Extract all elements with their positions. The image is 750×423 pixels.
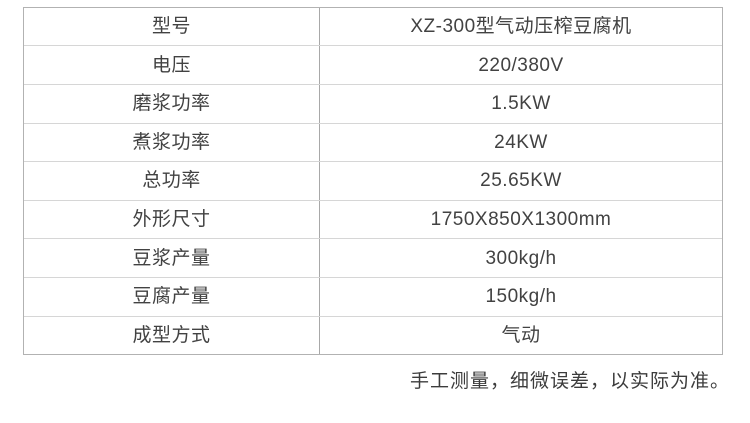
spec-value: 300kg/h <box>319 238 722 279</box>
spec-label: 磨浆功率 <box>24 84 320 124</box>
spec-value: 220/380V <box>319 45 722 85</box>
spec-table-border: 型号 XZ-300型气动压榨豆腐机 电压 220/380V 磨浆功率 1.5KW… <box>23 7 723 355</box>
table-row-soymilk-output: 豆浆产量 300kg/h <box>24 238 722 279</box>
spec-value: 24KW <box>319 123 722 163</box>
table-row-boiling-power: 煮浆功率 24KW <box>24 123 722 163</box>
spec-label: 外形尺寸 <box>24 200 320 240</box>
spec-value: 1.5KW <box>319 84 722 124</box>
table-row-tofu-output: 豆腐产量 150kg/h <box>24 277 722 317</box>
spec-label: 豆腐产量 <box>24 277 320 317</box>
spec-label: 电压 <box>24 45 320 85</box>
spec-label: 成型方式 <box>24 316 320 354</box>
spec-value: 25.65KW <box>319 161 722 201</box>
spec-label: 总功率 <box>24 161 320 201</box>
measurement-note: 手工测量，细微误差，以实际为准。 <box>409 371 730 392</box>
spec-label: 型号 <box>24 8 320 47</box>
spec-value: 150kg/h <box>319 277 722 317</box>
spec-table: 型号 XZ-300型气动压榨豆腐机 电压 220/380V 磨浆功率 1.5KW… <box>24 8 722 354</box>
table-row-voltage: 电压 220/380V <box>24 45 722 85</box>
spec-label: 煮浆功率 <box>24 123 320 163</box>
spec-label: 豆浆产量 <box>24 238 320 279</box>
table-row-grinding-power: 磨浆功率 1.5KW <box>24 84 722 124</box>
spec-value: XZ-300型气动压榨豆腐机 <box>319 8 722 47</box>
table-row-model: 型号 XZ-300型气动压榨豆腐机 <box>24 8 722 47</box>
table-row-dimensions: 外形尺寸 1750X850X1300mm <box>24 200 722 240</box>
table-row-total-power: 总功率 25.65KW <box>24 161 722 201</box>
spec-value: 气动 <box>501 324 541 346</box>
table-row-forming-method: 成型方式 气动 <box>24 316 722 354</box>
spec-value: 1750X850X1300mm <box>319 200 722 240</box>
